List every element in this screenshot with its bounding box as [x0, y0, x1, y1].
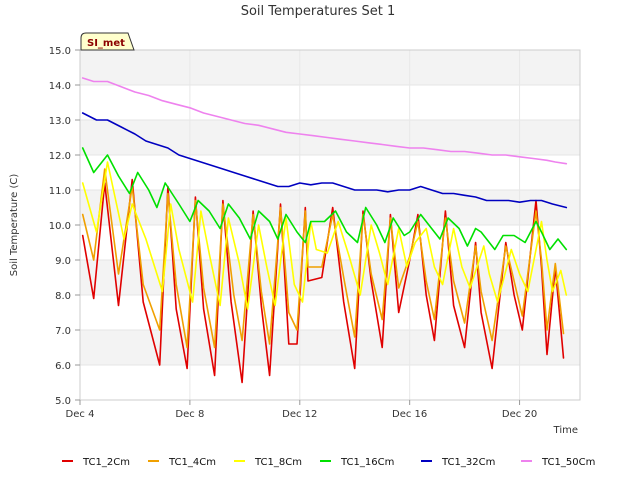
- y-tick-label: 14.0: [49, 81, 71, 92]
- y-tick-label: 6.0: [55, 361, 71, 372]
- legend-label: TC1_2Cm: [82, 457, 130, 468]
- x-axis-label: Time: [553, 425, 578, 436]
- plot-band: [80, 50, 580, 85]
- x-tick-label: Dec 8: [175, 409, 204, 420]
- plot-band: [80, 190, 580, 225]
- series-line-tc1-32cm: [81, 112, 568, 209]
- y-tick-label: 15.0: [49, 46, 71, 57]
- y-tick-label: 10.0: [49, 221, 71, 232]
- site-badge: SI_met: [80, 32, 135, 51]
- y-tick-label: 7.0: [55, 326, 71, 337]
- plot-band: [80, 295, 580, 330]
- y-tick-label: 5.0: [55, 396, 71, 407]
- badge-tab: [80, 32, 135, 51]
- y-axis-label: Soil Temperature (C): [9, 174, 20, 277]
- y-axis-ticks: 5.0 6.0 7.0 8.0 9.0 10.0 11.0 12.0 13.0 14.0 15.0: [49, 46, 80, 407]
- x-tick-label: Dec 16: [392, 409, 427, 420]
- plot-band: [80, 330, 580, 365]
- y-tick-label: 11.0: [49, 186, 71, 197]
- x-tick-label: Dec 20: [502, 409, 537, 420]
- legend-label: TC1_32Cm: [441, 457, 495, 468]
- plot-band: [80, 365, 580, 400]
- series-line-tc1-8cm: [81, 161, 568, 310]
- series-lines: [81, 77, 568, 384]
- series-line-tc1-50cm: [81, 77, 568, 165]
- legend: TC1_2Cm TC1_4Cm TC1_8Cm TC1_16Cm TC1_32Cm TC1…: [62, 457, 595, 468]
- plot-band: [80, 155, 580, 190]
- badge-label: SI_met: [87, 38, 125, 49]
- chart-title: Soil Temperatures Set 1: [241, 4, 396, 19]
- x-tick-label: Dec 4: [66, 409, 95, 420]
- y-tick-label: 9.0: [55, 256, 71, 267]
- plot-band: [80, 85, 580, 120]
- legend-label: TC1_8Cm: [254, 457, 302, 468]
- y-tick-label: 8.0: [55, 291, 71, 302]
- y-tick-label: 12.0: [49, 151, 71, 162]
- plot-background: [80, 50, 580, 400]
- series-line-tc1-16cm: [81, 147, 568, 251]
- plot-band: [80, 260, 580, 295]
- x-tick-label: Dec 12: [282, 409, 317, 420]
- x-axis-ticks: Dec 4 Dec 8 Dec 12 Dec 16 Dec 20: [66, 400, 537, 420]
- legend-label: TC1_4Cm: [168, 457, 216, 468]
- legend-label: TC1_16Cm: [340, 457, 394, 468]
- legend-label: TC1_50Cm: [541, 457, 595, 468]
- series-line-tc1-2cm: [81, 178, 565, 384]
- y-tick-label: 13.0: [49, 116, 71, 127]
